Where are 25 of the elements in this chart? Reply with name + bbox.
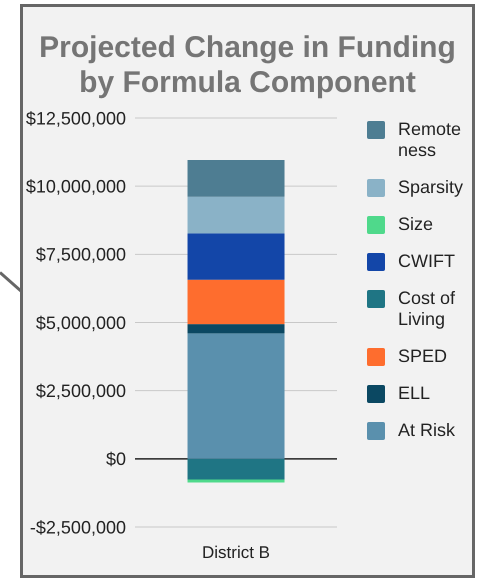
bar: [188, 160, 285, 197]
bar: [188, 233, 285, 280]
y-tick-label: $7,500,000: [36, 244, 126, 265]
bar: [188, 280, 285, 324]
y-tick-label: $5,000,000: [36, 312, 126, 333]
y-tick-label: -$2,500,000: [30, 517, 126, 538]
y-tick-label: $12,500,000: [26, 108, 126, 128]
legend-label: Remoteness: [398, 119, 462, 161]
bar: [188, 458, 285, 480]
legend-label: ELL: [398, 383, 432, 404]
y-tick-label: $10,000,000: [26, 176, 126, 197]
x-tick-label: District B: [202, 543, 270, 562]
legend-label: Cost of Living: [398, 288, 456, 330]
bar: [188, 480, 285, 483]
y-tick-label: $2,500,000: [36, 381, 126, 402]
y-tick-label: $0: [106, 449, 126, 470]
legend-label: SPED: [398, 346, 448, 367]
legend-label: CWIFT: [398, 251, 456, 272]
legend-label: Size: [398, 214, 434, 235]
legend-label: Sparsity: [398, 177, 464, 198]
chart-title: Projected Change in Funding by Formula Component: [38, 30, 457, 100]
bar: [188, 333, 285, 459]
bar: [188, 196, 285, 234]
legend-label: At Risk: [398, 420, 456, 441]
bar: [188, 324, 285, 334]
